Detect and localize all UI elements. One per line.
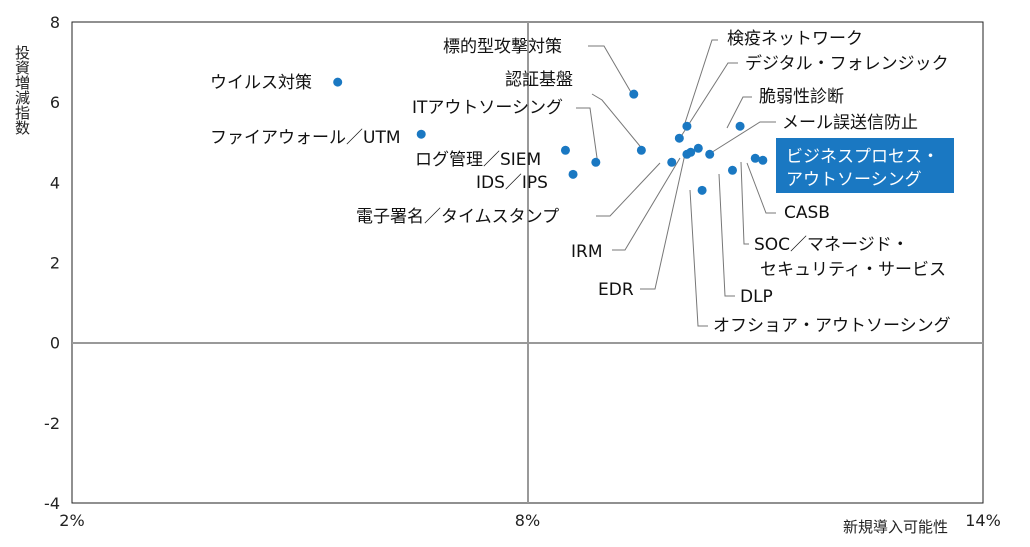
y-axis-title: 投資増減指数 <box>13 45 31 135</box>
point-label: ウイルス対策 <box>210 73 312 93</box>
data-point <box>682 121 692 131</box>
data-point <box>591 157 601 167</box>
point-label: 認証基盤 <box>505 70 573 90</box>
data-point <box>758 155 768 165</box>
leader-line <box>705 121 776 157</box>
x-tick-label: 8% <box>515 511 540 530</box>
y-tick-label: 4 <box>50 173 60 192</box>
data-point <box>735 121 745 131</box>
highlight-box <box>776 138 954 193</box>
point-label: ITアウトソーシング <box>412 98 563 118</box>
leader-line <box>726 96 752 129</box>
point-label: IDS／IPS <box>476 173 548 193</box>
y-tick-label: -2 <box>44 414 60 433</box>
leader-line <box>718 173 735 297</box>
point-label: IRM <box>571 242 603 262</box>
data-point <box>416 129 426 139</box>
data-point <box>667 157 677 167</box>
point-label: 検疫ネットワーク <box>727 29 863 49</box>
y-tick-label: 8 <box>50 13 60 32</box>
leader-line <box>576 107 599 166</box>
data-point <box>727 165 737 175</box>
x-tick-label: 2% <box>59 511 84 530</box>
y-tick-label: 0 <box>50 334 60 353</box>
point-label: 脆弱性診断 <box>759 87 844 107</box>
point-label: CASB <box>784 203 830 223</box>
data-point <box>636 145 646 155</box>
data-point <box>568 169 578 179</box>
data-point <box>674 133 684 143</box>
point-label: DLP <box>740 287 773 307</box>
data-point <box>705 149 715 159</box>
y-tick-label: -4 <box>44 494 60 513</box>
y-tick-label: 2 <box>50 254 60 273</box>
leader-line <box>746 162 776 214</box>
leader-line <box>740 161 749 245</box>
data-point <box>686 147 696 157</box>
data-point <box>750 153 760 163</box>
point-label: デジタル・フォレンジック <box>745 53 949 74</box>
leader-line <box>591 93 645 152</box>
leader-line <box>689 189 708 327</box>
data-point <box>560 145 570 155</box>
point-label: EDR <box>598 280 634 300</box>
leader-line <box>612 157 681 251</box>
x-tick-label: 14% <box>965 511 1001 530</box>
point-label: オフショア・アウトソーシング <box>713 316 951 336</box>
point-label: ログ管理／SIEM <box>415 150 541 170</box>
x-axis-title: 新規導入可能性 <box>843 518 948 536</box>
point-label: ビジネスプロセス・アウトソーシング <box>786 147 939 190</box>
data-point <box>693 143 703 153</box>
point-label: メール誤送信防止 <box>782 113 918 133</box>
y-tick-label: 6 <box>50 93 60 112</box>
data-point <box>697 185 707 195</box>
leader-line <box>640 153 686 290</box>
leader-line <box>683 39 718 127</box>
leader-line <box>596 162 661 217</box>
leader-line <box>679 62 738 139</box>
point-label: ファイアウォール／UTM <box>210 128 401 148</box>
point-label: 標的型攻撃対策 <box>443 37 562 57</box>
point-label: SOC／マネージド・セキュリティ・サービス <box>754 235 946 280</box>
point-label: 電子署名／タイムスタンプ <box>356 207 559 227</box>
data-point <box>333 77 343 87</box>
leader-line <box>588 45 633 95</box>
data-point <box>629 89 639 99</box>
